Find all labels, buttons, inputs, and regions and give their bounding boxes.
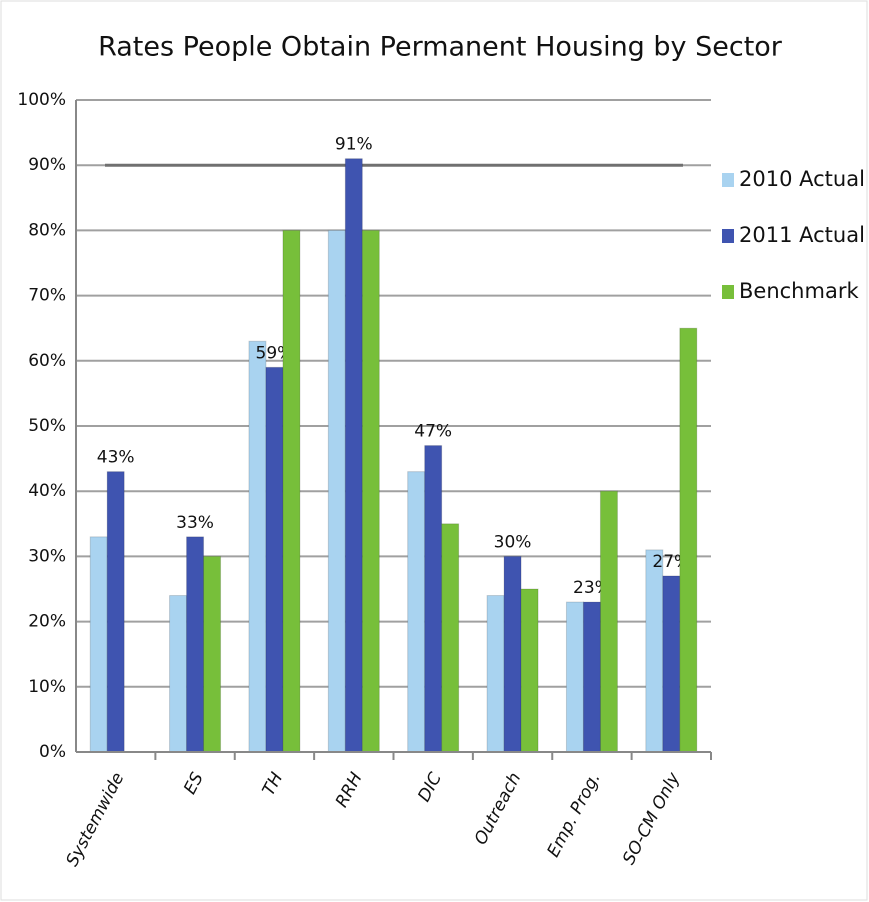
bar <box>106 471 125 753</box>
bar <box>248 340 267 753</box>
data-label: 43% <box>97 448 135 468</box>
bar <box>565 601 584 753</box>
bar <box>282 229 301 753</box>
legend-swatch <box>722 285 734 299</box>
y-tick-label: 0% <box>39 742 66 762</box>
data-label: 33% <box>176 513 214 533</box>
data-label: 47% <box>414 422 452 442</box>
bar <box>327 229 346 753</box>
y-tick-label: 70% <box>28 286 66 306</box>
legend-label: 2011 Actual <box>739 223 865 247</box>
bar <box>169 595 188 753</box>
y-tick-label: 40% <box>28 481 66 501</box>
bar <box>599 490 618 753</box>
bar <box>344 158 363 753</box>
y-tick-label: 100% <box>17 90 66 110</box>
bar <box>441 523 460 753</box>
bar <box>424 445 443 753</box>
y-tick-label: 50% <box>28 416 66 436</box>
y-tick-label: 20% <box>28 612 66 632</box>
bar <box>186 536 205 753</box>
bar <box>520 588 539 753</box>
legend-swatch <box>722 229 734 243</box>
y-tick-label: 30% <box>28 546 66 566</box>
y-tick-label: 60% <box>28 351 66 371</box>
bar <box>203 555 222 753</box>
bar <box>662 575 681 753</box>
bar <box>265 366 284 753</box>
y-tick-label: 10% <box>28 677 66 697</box>
data-label: 30% <box>494 532 532 552</box>
bar <box>89 536 108 753</box>
legend-label: 2010 Actual <box>739 167 865 191</box>
y-tick-label: 90% <box>28 155 66 175</box>
bar <box>582 601 601 753</box>
legend-label: Benchmark <box>739 279 859 303</box>
bar <box>503 555 522 753</box>
y-tick-label: 80% <box>28 220 66 240</box>
bar <box>645 549 664 753</box>
chart-title: Rates People Obtain Permanent Housing by… <box>98 32 783 63</box>
bar <box>679 327 698 753</box>
legend-swatch <box>722 173 734 187</box>
bar <box>407 471 426 753</box>
data-label: 91% <box>335 135 373 155</box>
bar <box>486 595 505 753</box>
bar <box>361 229 380 753</box>
